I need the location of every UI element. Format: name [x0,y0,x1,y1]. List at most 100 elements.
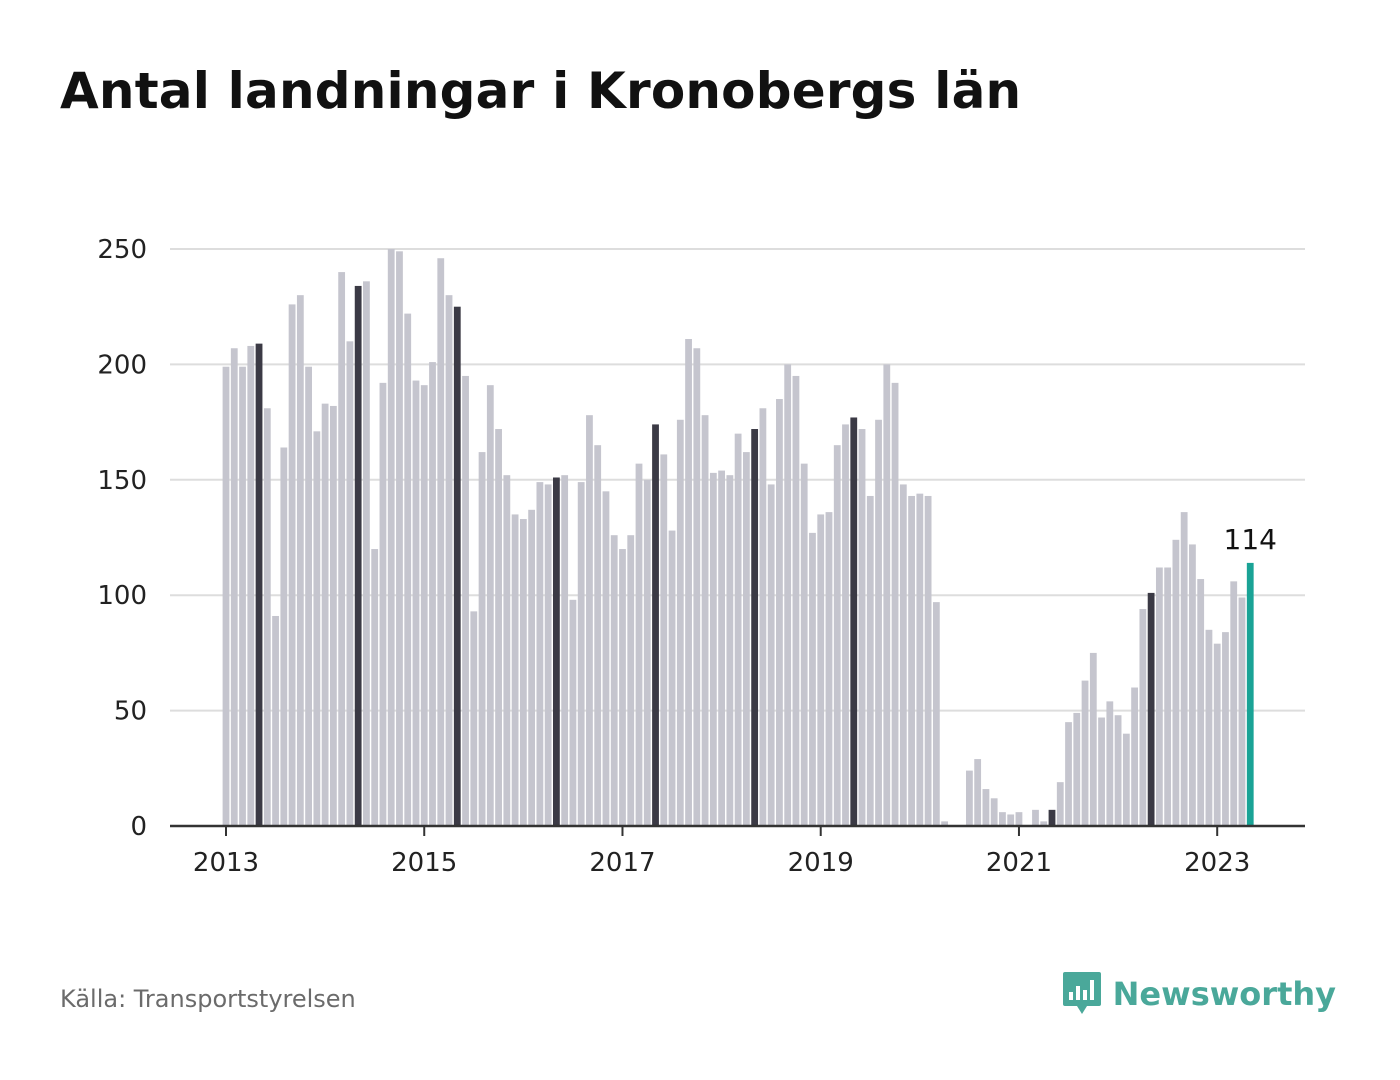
bar [478,452,486,826]
bar-highlight [1147,592,1155,826]
bar [387,249,395,826]
bar [668,530,676,826]
x-tick-label: 2015 [391,848,457,878]
bar [776,399,783,826]
bar [1172,539,1180,826]
bar [536,482,544,826]
bar-latest [1246,562,1254,826]
bar [660,454,668,826]
bar [1081,680,1089,826]
bar-highlight [255,343,263,826]
bar [569,599,577,826]
bar [701,415,709,826]
x-tick-label: 2023 [1184,848,1250,878]
bar-chart-speech-bubble-icon [1062,972,1101,1014]
bar [437,258,445,827]
bar [833,445,841,826]
bar [420,385,428,826]
bar [470,611,478,826]
bar [825,512,833,826]
bar [924,495,932,826]
bar [866,495,874,826]
bar-highlight [751,429,759,826]
bar [511,514,519,826]
bar [891,382,899,826]
bar [982,789,990,826]
labels: 0 50 100 150 200 250 2013 2015 2017 2019 2021 2023 1… [97,235,1277,878]
bar [363,281,370,826]
source-note: Källa: Transportstyrelsen [60,985,356,1013]
bar [742,452,750,826]
bar [1073,712,1081,826]
bar [1122,733,1130,826]
bar [899,484,907,826]
bar [767,484,775,826]
y-tick-label: 100 [97,581,147,611]
bar [1007,814,1015,826]
bar [371,549,379,826]
bar [1131,687,1138,826]
bar [1213,643,1221,826]
bar [941,821,949,826]
y-tick-label: 50 [114,697,147,727]
bar [329,405,337,826]
bar [263,408,271,826]
bar-highlight [652,424,659,826]
bar [1180,512,1188,826]
bar [1197,579,1205,826]
bar [1065,722,1072,826]
x-tick-label: 2017 [589,848,655,878]
bar-highlight [453,306,461,826]
bar [1040,821,1048,826]
axes [170,824,1305,836]
bar [734,433,742,826]
newsworthy-logo[interactable]: Newsworthy [1061,970,1336,1018]
bar [305,366,312,826]
bar [932,602,940,826]
bar [627,535,635,826]
bar [759,408,767,826]
bar [990,798,998,826]
bar [230,348,238,826]
bar [966,770,973,826]
bar [643,479,651,826]
bar [635,463,643,826]
bar [544,484,552,826]
bar [718,470,725,826]
bar-highlight [553,477,560,826]
bar [726,475,734,826]
bar [272,615,279,826]
bar [1098,717,1105,826]
bar [404,313,412,826]
bar [429,362,436,826]
bar [1164,567,1172,826]
bar [1056,782,1064,826]
bar [602,491,610,826]
bar [412,380,420,826]
bar [817,514,825,826]
bar [1032,809,1039,826]
bar [239,366,246,826]
bar [1089,652,1097,826]
bar [338,272,346,827]
y-tick-label: 250 [97,235,147,265]
bar-highlight [354,285,362,826]
bar [693,348,701,826]
bar [809,532,816,826]
bar [247,345,255,826]
bar [875,419,882,826]
bar [586,415,593,826]
y-tick-label: 0 [130,812,147,842]
bar [858,429,866,826]
x-tick-label: 2019 [788,848,854,878]
bar [1015,812,1023,826]
bar [800,463,808,826]
y-tick-label: 200 [97,350,147,380]
bar [1205,629,1213,826]
bar [999,812,1006,826]
bars [222,249,1254,827]
bar [842,424,849,826]
bar [908,495,915,826]
bar-highlight [1048,809,1056,826]
bar [321,403,329,826]
